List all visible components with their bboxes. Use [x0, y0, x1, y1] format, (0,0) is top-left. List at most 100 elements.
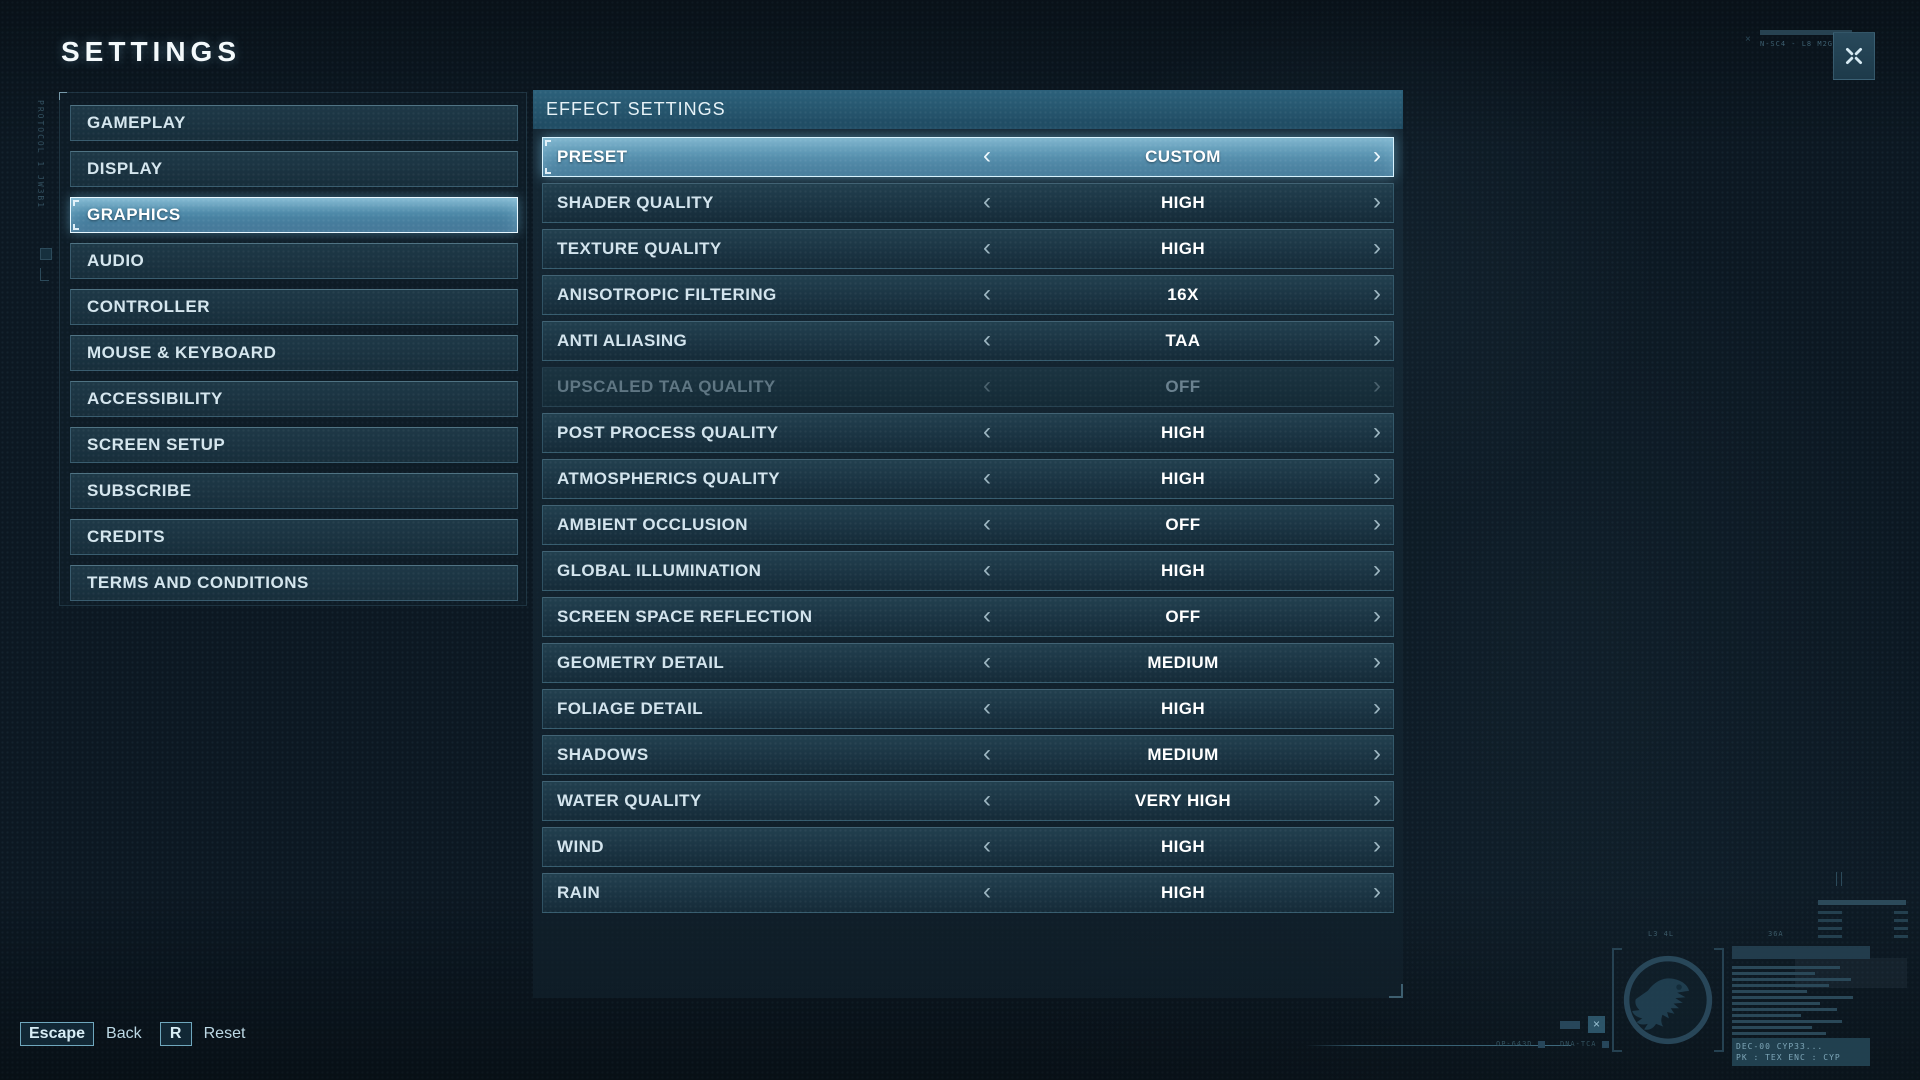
chevron-right-icon[interactable] [1373, 828, 1381, 864]
sidebar-item[interactable]: MOUSE & KEYBOARD [70, 335, 518, 371]
chevron-right-icon[interactable] [1373, 184, 1381, 220]
setting-value: HIGH [1160, 699, 1206, 718]
settings-row[interactable]: POST PROCESS QUALITY HIGH [542, 413, 1394, 453]
settings-row[interactable]: ATMOSPHERICS QUALITY HIGH [542, 459, 1394, 499]
settings-row[interactable]: GEOMETRY DETAIL MEDIUM [542, 643, 1394, 683]
chevron-left-icon[interactable] [983, 276, 991, 312]
chevron-right-icon[interactable] [1373, 644, 1381, 680]
chevron-left-icon[interactable] [983, 414, 991, 450]
chevron-right-icon[interactable] [1373, 230, 1381, 266]
chevron-right-icon[interactable] [1373, 736, 1381, 772]
chevron-right-icon[interactable] [1373, 506, 1381, 542]
small-code-right: 36A [1768, 930, 1784, 938]
sidebar-item[interactable]: GAMEPLAY [70, 105, 518, 141]
setting-value: HIGH [1160, 423, 1206, 442]
chevron-right-icon[interactable] [1373, 598, 1381, 634]
setting-label: RAIN [557, 883, 601, 902]
chevron-right-icon[interactable] [1373, 460, 1381, 496]
settings-row[interactable]: SHADER QUALITY HIGH [542, 183, 1394, 223]
settings-row[interactable]: ANISOTROPIC FILTERING 16X [542, 275, 1394, 315]
settings-row[interactable]: GLOBAL ILLUMINATION HIGH [542, 551, 1394, 591]
top-right-code: N-SC4 - L8 M2G4 [1760, 40, 1839, 48]
left-square-mark [40, 248, 52, 260]
chevron-right-icon[interactable] [1373, 138, 1381, 174]
chevron-right-icon[interactable] [1373, 414, 1381, 450]
chevron-left-icon[interactable] [983, 874, 991, 910]
settings-row[interactable]: ANTI ALIASING TAA [542, 321, 1394, 361]
sidebar-item-label: AUDIO [87, 251, 145, 270]
settings-row[interactable]: SCREEN SPACE REFLECTION OFF [542, 597, 1394, 637]
sidebar-item[interactable]: SCREEN SETUP [70, 427, 518, 463]
chevron-left-icon[interactable] [983, 506, 991, 542]
close-icon[interactable] [1833, 32, 1875, 80]
chevron-left-icon[interactable] [983, 828, 991, 864]
vertical-tick-marks [1836, 872, 1842, 886]
chevron-left-icon[interactable] [983, 552, 991, 588]
chevron-right-icon[interactable] [1373, 552, 1381, 588]
settings-row[interactable]: WIND HIGH [542, 827, 1394, 867]
setting-label: GEOMETRY DETAIL [557, 653, 725, 672]
setting-value: VERY HIGH [1134, 791, 1232, 810]
sidebar-item[interactable]: GRAPHICS [70, 197, 518, 233]
chevron-right-icon[interactable] [1373, 782, 1381, 818]
chevron-left-icon[interactable] [983, 644, 991, 680]
chevron-left-icon[interactable] [983, 138, 991, 174]
chevron-right-icon[interactable] [1373, 322, 1381, 358]
setting-value: MEDIUM [1147, 745, 1219, 764]
chevron-left-icon[interactable] [983, 598, 991, 634]
chevron-left-icon[interactable] [983, 782, 991, 818]
sidebar-item[interactable]: CREDITS [70, 519, 518, 555]
sidebar-item[interactable]: ACCESSIBILITY [70, 381, 518, 417]
left-bracket-mark [40, 268, 49, 281]
chevron-left-icon[interactable] [983, 230, 991, 266]
sidebar-item-label: SUBSCRIBE [87, 481, 192, 500]
settings-row[interactable]: TEXTURE QUALITY HIGH [542, 229, 1394, 269]
sidebar-item-label: ACCESSIBILITY [87, 389, 223, 408]
setting-value: MEDIUM [1147, 653, 1219, 672]
chevron-left-icon[interactable] [983, 460, 991, 496]
logo-bracket-left [1612, 948, 1622, 1052]
sidebar-item-label: GRAPHICS [87, 205, 181, 224]
setting-label: WIND [557, 837, 604, 856]
chevron-left-icon[interactable] [983, 736, 991, 772]
setting-label: TEXTURE QUALITY [557, 239, 722, 258]
chevron-left-icon[interactable] [983, 322, 991, 358]
sidebar-item-label: SCREEN SETUP [87, 435, 226, 454]
sidebar-item[interactable]: CONTROLLER [70, 289, 518, 325]
sidebar-item[interactable]: SUBSCRIBE [70, 473, 518, 509]
settings-row[interactable]: RAIN HIGH [542, 873, 1394, 913]
sidebar-item[interactable]: AUDIO [70, 243, 518, 279]
settings-row[interactable]: UPSCALED TAA QUALITY OFF [542, 367, 1394, 407]
sidebar-item-label: MOUSE & KEYBOARD [87, 343, 277, 362]
key-hint-label: Reset [203, 1025, 246, 1042]
key-badge[interactable]: Escape [20, 1022, 95, 1046]
panel-header: EFFECT SETTINGS [533, 90, 1403, 129]
sidebar-item[interactable]: TERMS AND CONDITIONS [70, 565, 518, 601]
chevron-right-icon[interactable] [1373, 368, 1381, 404]
settings-row[interactable]: WATER QUALITY VERY HIGH [542, 781, 1394, 821]
settings-row[interactable]: FOLIAGE DETAIL HIGH [542, 689, 1394, 729]
chevron-left-icon[interactable] [983, 184, 991, 220]
setting-value: HIGH [1160, 193, 1206, 212]
key-badge[interactable]: R [159, 1022, 192, 1046]
key-hint[interactable]: R Reset [159, 1022, 246, 1046]
setting-value: OFF [1165, 515, 1201, 534]
sidebar-item-label: CREDITS [87, 527, 166, 546]
chevron-right-icon[interactable] [1373, 276, 1381, 312]
setting-label: ANTI ALIASING [557, 331, 688, 350]
key-hint[interactable]: Escape Back [20, 1022, 142, 1046]
chevron-left-icon[interactable] [983, 368, 991, 404]
settings-row[interactable]: AMBIENT OCCLUSION OFF [542, 505, 1394, 545]
settings-row[interactable]: SHADOWS MEDIUM [542, 735, 1394, 775]
chevron-right-icon[interactable] [1373, 690, 1381, 726]
setting-label: PRESET [557, 147, 628, 166]
settings-row[interactable]: PRESET CUSTOM [542, 137, 1394, 177]
terminal-text: DEC-00 CYP33... PK : TEX ENC : CYP [1732, 1038, 1870, 1066]
setting-label: SHADER QUALITY [557, 193, 714, 212]
chevron-right-icon[interactable] [1373, 874, 1381, 910]
chevron-left-icon[interactable] [983, 690, 991, 726]
setting-value: HIGH [1160, 561, 1206, 580]
sidebar-item-label: DISPLAY [87, 159, 163, 178]
setting-label: UPSCALED TAA QUALITY [557, 377, 776, 396]
sidebar-item[interactable]: DISPLAY [70, 151, 518, 187]
